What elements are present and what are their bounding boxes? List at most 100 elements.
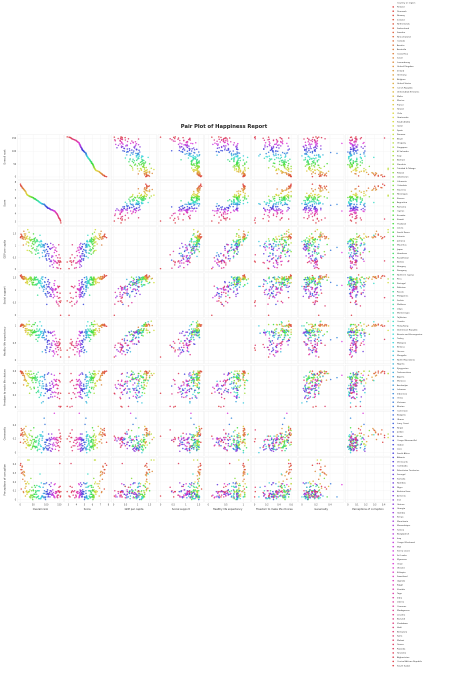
data-point xyxy=(87,244,89,246)
data-point xyxy=(23,230,25,233)
data-point xyxy=(301,285,303,288)
data-point xyxy=(313,282,316,284)
data-point xyxy=(87,287,89,289)
data-point xyxy=(320,145,322,147)
data-point xyxy=(313,164,315,167)
data-point xyxy=(24,234,26,237)
data-point xyxy=(383,175,386,178)
data-point xyxy=(318,236,321,238)
data-point xyxy=(308,252,310,255)
data-point xyxy=(81,286,83,288)
data-point xyxy=(76,254,79,257)
data-point xyxy=(290,165,292,168)
data-point xyxy=(284,159,286,161)
data-point xyxy=(246,156,249,159)
data-point xyxy=(190,248,193,251)
data-point xyxy=(356,285,358,288)
data-point xyxy=(350,238,353,241)
data-point xyxy=(184,143,187,146)
data-point xyxy=(187,215,190,218)
data-point xyxy=(59,257,61,259)
data-point xyxy=(287,218,290,220)
data-point xyxy=(281,189,283,191)
data-point xyxy=(119,217,122,220)
data-point xyxy=(350,252,353,254)
data-point xyxy=(196,164,198,166)
data-point xyxy=(351,262,354,264)
data-point xyxy=(93,320,96,322)
data-point xyxy=(114,214,116,217)
data-point xyxy=(348,142,351,144)
data-point xyxy=(137,217,140,219)
data-point xyxy=(232,255,235,257)
data-point xyxy=(146,169,148,171)
data-point xyxy=(356,157,358,159)
data-point xyxy=(133,283,135,286)
data-point xyxy=(193,251,196,253)
data-point xyxy=(265,240,267,243)
data-point xyxy=(266,208,269,211)
data-point xyxy=(198,153,201,156)
panel-0-0 xyxy=(17,134,64,180)
data-point xyxy=(316,210,319,212)
data-point xyxy=(192,234,194,237)
data-point xyxy=(303,203,306,205)
data-point xyxy=(286,142,288,145)
data-point xyxy=(247,195,250,197)
data-point xyxy=(381,237,383,240)
data-point xyxy=(228,151,231,154)
data-point xyxy=(183,144,185,146)
data-point xyxy=(219,211,221,214)
data-point xyxy=(302,145,305,148)
data-point xyxy=(222,291,225,294)
data-point xyxy=(277,201,280,203)
data-point xyxy=(87,257,89,259)
data-point xyxy=(196,200,199,202)
data-point xyxy=(235,235,238,237)
data-point xyxy=(125,145,127,147)
data-point xyxy=(229,150,231,153)
data-point xyxy=(226,149,228,151)
data-point xyxy=(37,278,39,280)
data-point xyxy=(194,169,196,171)
data-point xyxy=(89,328,91,330)
data-point xyxy=(242,170,245,173)
data-point xyxy=(364,150,366,152)
data-point xyxy=(305,255,307,257)
data-point xyxy=(181,210,183,212)
data-point xyxy=(177,143,180,146)
data-point xyxy=(217,205,220,207)
data-point xyxy=(196,169,198,172)
data-point xyxy=(100,230,102,233)
data-point xyxy=(253,219,256,221)
data-point xyxy=(279,157,281,160)
data-point xyxy=(308,244,310,246)
data-point xyxy=(311,274,314,277)
data-point xyxy=(273,195,276,198)
data-point xyxy=(272,283,274,286)
data-point xyxy=(355,160,357,163)
data-point xyxy=(49,242,52,245)
data-point xyxy=(21,234,23,236)
data-point xyxy=(96,170,98,172)
data-point xyxy=(272,248,274,251)
data-point xyxy=(193,204,195,207)
data-point xyxy=(244,195,246,198)
data-point xyxy=(144,174,146,176)
data-point xyxy=(87,333,89,336)
data-point xyxy=(287,199,289,201)
data-point xyxy=(359,137,362,140)
data-point xyxy=(352,278,354,281)
data-point xyxy=(313,160,315,162)
data-point xyxy=(85,336,87,339)
data-point xyxy=(120,141,123,143)
data-point xyxy=(147,282,149,285)
data-point xyxy=(96,277,98,280)
data-point xyxy=(283,250,285,252)
data-point xyxy=(355,145,357,147)
data-point xyxy=(273,200,276,202)
data-point xyxy=(347,205,349,207)
data-point xyxy=(133,160,135,162)
data-point xyxy=(135,284,137,287)
data-point xyxy=(375,277,378,280)
